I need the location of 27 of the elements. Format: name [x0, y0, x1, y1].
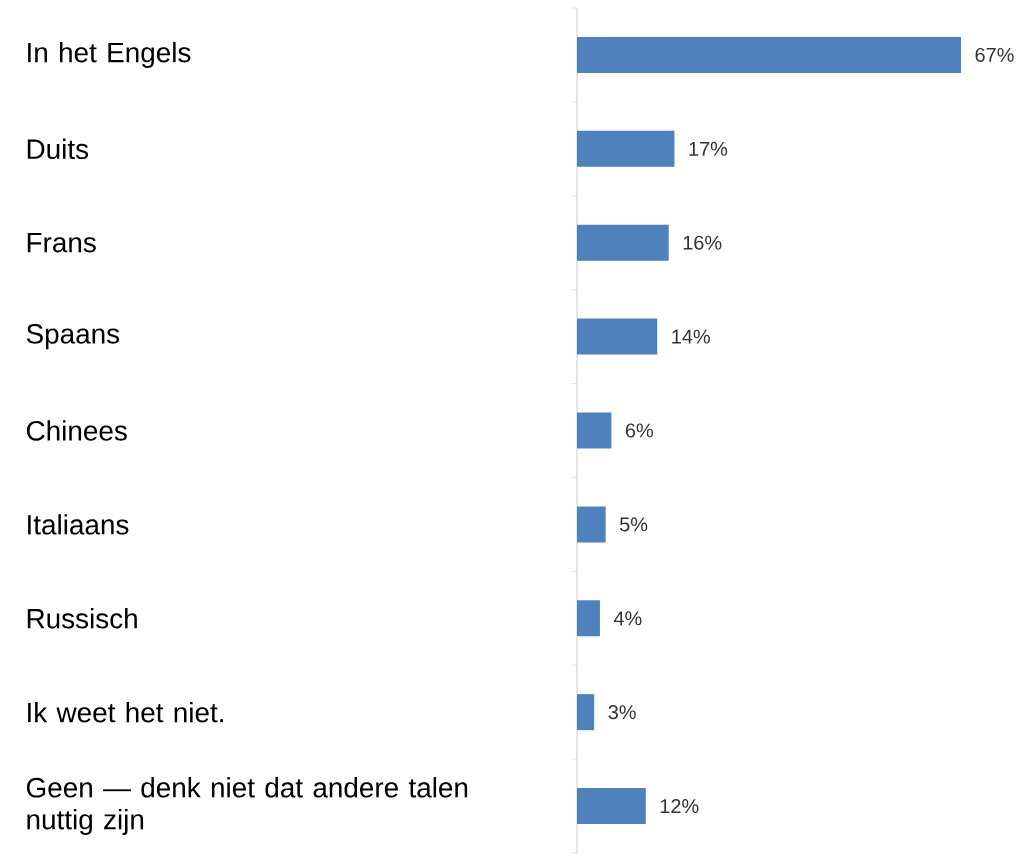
bar: [577, 412, 612, 449]
y-tick-label: Russisch: [27, 608, 137, 629]
bar: [577, 318, 658, 355]
data-label: 12%: [660, 799, 699, 814]
y-tick-label: Duits: [27, 138, 89, 160]
y-tick-label: Chinees: [26, 420, 127, 441]
data-label: 5%: [619, 517, 648, 532]
data-label: 67%: [975, 47, 1014, 62]
bar: [577, 600, 600, 637]
data-label: 16%: [683, 235, 722, 250]
bar: [577, 694, 595, 731]
data-label: 6%: [625, 423, 653, 438]
y-tick-label: Spaans: [26, 323, 120, 350]
bar: [577, 224, 669, 261]
data-label: 4%: [613, 611, 642, 626]
bar: [577, 130, 675, 167]
data-label: 17%: [689, 141, 728, 156]
bar: [577, 506, 606, 543]
bar: [577, 788, 646, 825]
data-label: 3%: [608, 705, 636, 720]
y-tick-label: In het Engels: [28, 41, 191, 68]
y-tick-label: Frans: [27, 232, 96, 253]
y-tick-label: Italiaans: [28, 514, 129, 535]
y-tick-label: Ik weet het niet.: [28, 701, 223, 723]
bar: [577, 36, 962, 73]
data-label: 14%: [672, 329, 710, 344]
y-tick-label: Geen — denk niet dat andere talen nuttig zijn: [26, 777, 468, 835]
